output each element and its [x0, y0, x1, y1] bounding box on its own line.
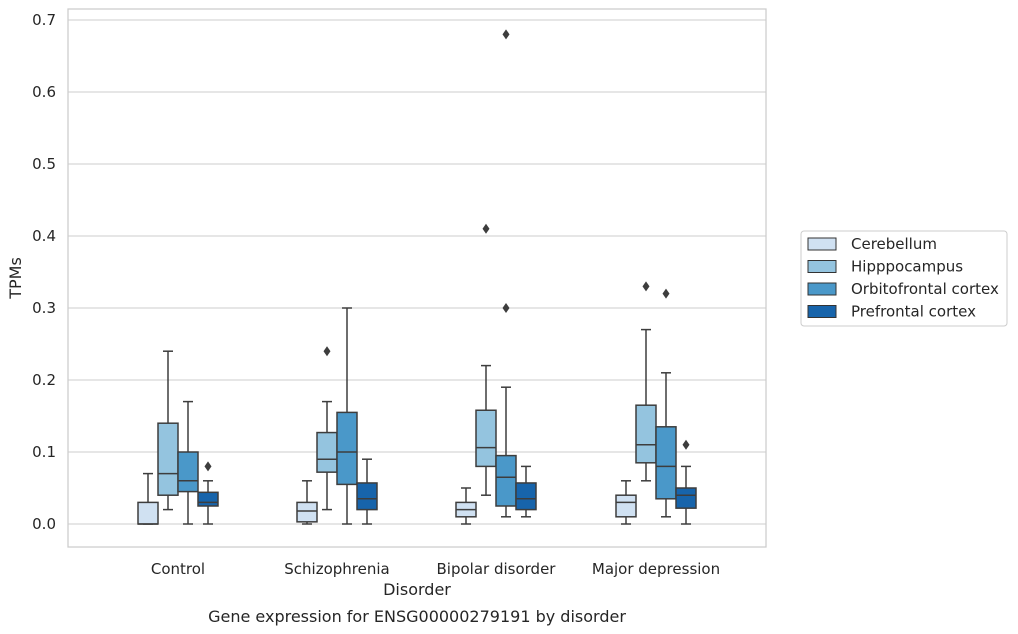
box: [197, 491, 219, 507]
box-2-1: [336, 307, 358, 525]
outlier-marker: [502, 303, 510, 313]
outlier-marker: [323, 346, 331, 357]
legend-label: Prefrontal cortex: [851, 303, 976, 321]
box: [655, 426, 677, 500]
y-tick-label: 0.5: [32, 155, 56, 173]
x-tick-label: Bipolar disorder: [437, 560, 557, 578]
box: [336, 411, 358, 486]
outlier-marker: [662, 288, 670, 299]
box-3-3: [675, 439, 697, 525]
box: [675, 487, 697, 509]
plot-frame: [67, 8, 767, 548]
box-1-3: [635, 281, 657, 482]
box: [137, 501, 159, 525]
box: [157, 422, 179, 496]
legend-label: Orbitofrontal cortex: [851, 280, 999, 298]
box-1-1: [316, 346, 338, 511]
box-0-1: [296, 480, 318, 525]
legend-swatch: [807, 237, 837, 251]
x-tick-label: Schizophrenia: [284, 560, 389, 578]
legend-label: Hipppocampus: [851, 258, 963, 276]
y-tick-label: 0.0: [32, 515, 56, 533]
box-0-0: [137, 472, 159, 525]
chart-caption: Gene expression for ENSG00000279191 by d…: [208, 607, 626, 626]
y-tick-label: 0.6: [32, 83, 56, 101]
outlier-marker: [642, 281, 650, 292]
legend-frame: [800, 230, 1008, 327]
box-2-0: [177, 400, 199, 525]
y-tick-label: 0.2: [32, 371, 56, 389]
box-3-2: [515, 465, 537, 518]
outlier-marker: [204, 461, 212, 472]
legend-items: Cerebellum Hipppocampus Orbitofrontal cort…: [807, 235, 999, 321]
legend: Cerebellum Hipppocampus Orbitofrontal cort…: [800, 230, 1008, 327]
y-axis-label: TPMs: [6, 257, 25, 300]
box-plots: [137, 29, 697, 525]
box: [635, 404, 657, 464]
box-0-3: [615, 480, 637, 525]
x-axis-ticks: Control Schizophrenia Bipolar disorder Majo…: [151, 560, 720, 578]
y-axis-ticks: 0.0 0.1 0.2 0.3 0.4 0.5 0.6 0.7: [32, 11, 56, 533]
outlier-marker: [682, 439, 690, 450]
y-tick-label: 0.4: [32, 227, 56, 245]
box-1-0: [157, 350, 179, 511]
legend-swatch: [807, 305, 837, 318]
box: [615, 494, 637, 518]
box-2-3: [655, 288, 677, 518]
box-3-0: [197, 461, 219, 525]
outlier-marker: [482, 223, 490, 234]
box-0-2: [455, 487, 477, 525]
box: [475, 409, 497, 468]
legend-label: Cerebellum: [851, 235, 937, 253]
x-tick-label: Control: [151, 560, 205, 578]
y-tick-label: 0.1: [32, 443, 56, 461]
y-tick-label: 0.7: [32, 11, 56, 29]
box-1-2: [475, 223, 497, 496]
y-tick-label: 0.3: [32, 299, 56, 317]
box: [296, 501, 318, 523]
box: [515, 482, 537, 511]
box-3-1: [356, 458, 378, 525]
box-2-2: [495, 29, 517, 518]
box: [316, 431, 338, 473]
x-axis-label: Disorder: [383, 580, 451, 599]
box: [177, 451, 199, 493]
box: [495, 454, 517, 507]
x-tick-label: Major depression: [592, 560, 720, 578]
legend-swatch: [807, 282, 837, 296]
box: [356, 482, 378, 511]
outlier-marker: [502, 29, 510, 40]
legend-swatch: [807, 260, 837, 273]
